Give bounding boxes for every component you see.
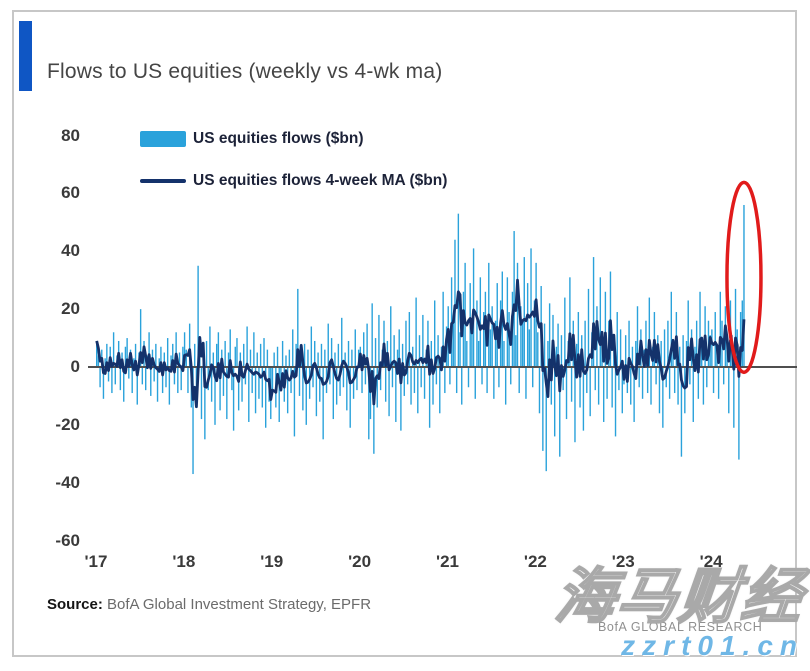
ma-line [95,278,746,409]
x-axis-tick: '18 [172,552,196,571]
legend-item-ma: US equities flows 4-week MA ($bn) [140,172,447,190]
watermark-text: 海马财经 [551,562,808,631]
chart-title: Flows to US equities (weekly vs 4-wk ma) [47,60,443,83]
x-axis-tick: '17 [84,552,108,571]
source-text: BofA Global Investment Strategy, EPFR [102,596,372,613]
watermark-url[interactable]: zzrt01.cn [621,630,804,661]
y-axis-tick: 80 [61,125,80,145]
legend-item-weekly-flows: US equities flows ($bn) [140,130,364,148]
x-axis-tick: '20 [348,552,372,571]
y-axis-tick: 60 [61,183,80,203]
highlight-ellipse [725,180,763,375]
legend-label-ma: US equities flows 4-week MA ($bn) [193,172,448,189]
y-axis-tick: 40 [61,241,80,261]
legend-bar-swatch-icon [140,131,186,147]
brand-text: BofA GLOBAL RESEARCH [598,620,763,634]
legend-line-swatch-icon [140,179,186,183]
x-axis-tick: '19 [260,552,284,571]
source-line: Source: BofA Global Investment Strategy,… [47,596,371,613]
y-axis-tick: -40 [55,472,80,492]
y-axis-tick: 20 [61,299,80,319]
y-axis-tick: -20 [55,414,80,434]
card-frame [12,10,797,657]
x-axis-tick: '22 [523,552,547,571]
legend-label-weekly-flows: US equities flows ($bn) [193,130,364,147]
x-axis-tick: '23 [611,552,635,571]
flows-chart [88,180,797,475]
title-accent-bar [19,21,32,91]
y-axis-tick: -60 [55,530,80,550]
y-axis-tick: 0 [70,357,80,376]
x-axis-tick: '21 [436,552,459,571]
source-label: Source: [47,596,103,613]
x-axis-tick: '24 [699,552,723,571]
weekly-flows-bars [96,204,745,475]
